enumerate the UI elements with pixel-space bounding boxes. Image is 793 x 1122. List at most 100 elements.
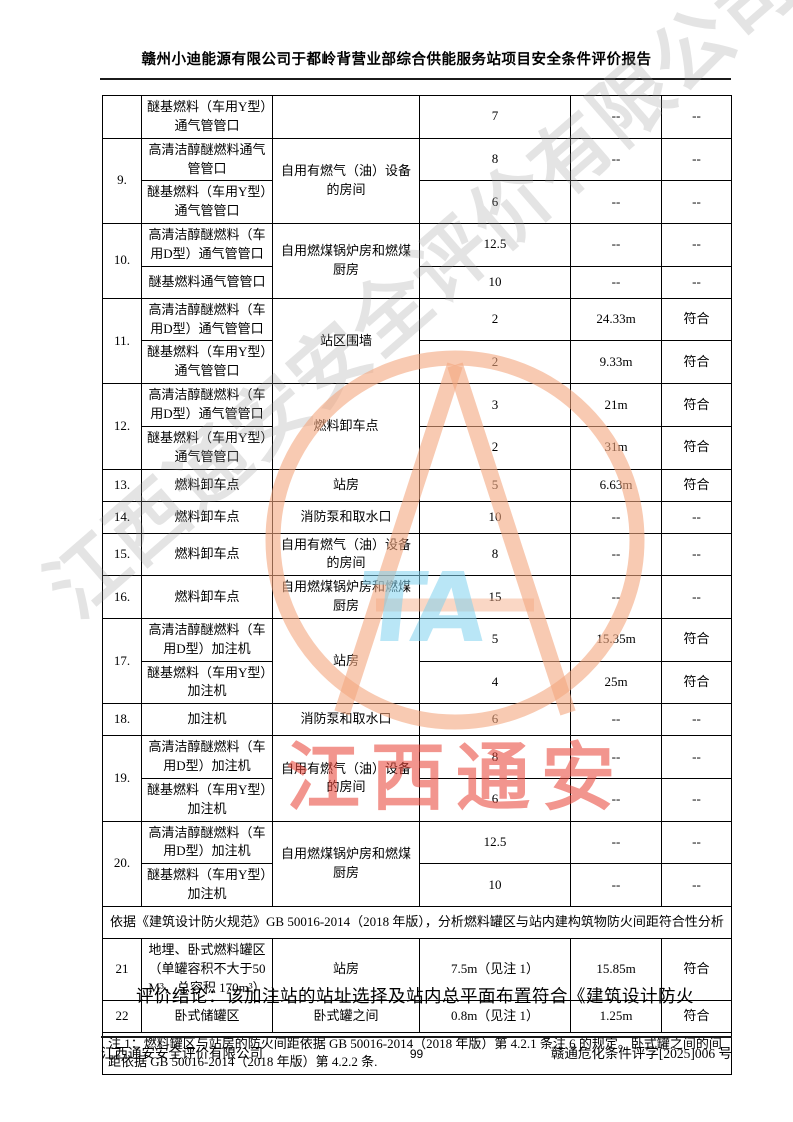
table-cell: 醚基燃料（车用Y型）通气管管口 [141,180,273,225]
table-cell: -- [570,95,662,139]
table-cell: 自用燃煤锅炉房和燃煤厨房 [272,223,420,299]
table-cell: 燃料卸车点 [141,532,273,577]
table-cell: -- [661,500,732,534]
table-cell: 依据《建筑设计防火规范》GB 50016-2014（2018 年版），分析燃料罐… [102,906,732,939]
table-cell: 8 [419,735,571,779]
table-row: 13. 燃料卸车点 站房 5 6.63m 符合 [102,468,732,502]
table-cell: -- [661,703,732,737]
table-cell: 醚基燃料（车用Y型）加注机 [141,863,273,907]
table-cell: -- [661,532,732,577]
table-cell: 高清洁醇醚燃料（车用D型）加注机 [141,617,273,662]
table-cell: 符合 [661,999,732,1033]
table-cell: 8 [419,137,571,182]
table-cell: -- [661,735,732,779]
table-cell: 20. [102,820,142,908]
table-cell: 醚基燃料（车用Y型）加注机 [141,660,273,705]
table-body: 醚基燃料（车用Y型）通气管管口 7 -- -- 9. 高清洁醇醚燃料通气管管口 自用有燃气（… [102,95,732,1076]
table-cell: 6 [419,180,571,225]
table-cell: 自用有燃气（油）设备的房间 [272,137,420,225]
table-cell: -- [570,777,662,822]
table-cell: 25m [570,660,662,705]
table-cell: 高清洁醇醚燃料（车用D型）通气管管口 [141,383,273,427]
table-cell: 15 [419,575,571,619]
table-cell: 高清洁醇醚燃料通气管管口 [141,137,273,182]
table-row: 11. 高清洁醇醚燃料（车用D型）通气管管口 站区围墙 2 24.33m 符合 [102,297,732,385]
table-row: 17. 高清洁醇醚燃料（车用D型）加注机 站房 5 15.35m 符合 [102,617,732,705]
table-row: 依据《建筑设计防火规范》GB 50016-2014（2018 年版），分析燃料罐… [102,906,732,939]
table-cell: 自用燃煤锅炉房和燃煤厨房 [272,575,420,619]
footer-company: 江西通安安全评价有限公司 [101,1046,263,1061]
table-cell: -- [570,703,662,737]
table-cell: 15.85m [570,938,662,1001]
header-rule [100,78,731,80]
table-cell: 消防泵和取水口 [272,500,420,534]
table-cell: -- [570,180,662,225]
table-cell: 18. [102,703,142,737]
table-row: 16. 燃料卸车点 自用燃煤锅炉房和燃煤厨房 15 -- -- [102,575,732,619]
table-cell: -- [570,500,662,534]
table-row: 14. 燃料卸车点 消防泵和取水口 10 -- -- [102,500,732,534]
table-cell: 燃料卸车点 [141,575,273,619]
table-cell: -- [661,863,732,907]
table-row: 22 卧式储罐区 卧式罐之间 0.8m（见注 1） 1.25m 符合 [102,999,732,1033]
table-cell: 14. [102,500,142,534]
table-cell: 自用有燃气（油）设备的房间 [272,532,420,577]
table-cell: 自用燃煤锅炉房和燃煤厨房 [272,820,420,908]
table-cell: 站房 [272,468,420,502]
table-cell: 高清洁醇醚燃料（车用D型）加注机 [141,735,273,779]
table-cell: 6 [419,777,571,822]
table-cell: 自用有燃气（油）设备的房间 [272,735,420,822]
table-cell [102,95,142,139]
table-cell: 12.5 [419,820,571,865]
table-cell: 2 [419,297,571,342]
table-cell: 10. [102,223,142,299]
table-row: 醚基燃料通气管管口 10 -- -- [103,265,732,299]
table-cell: 16. [102,575,142,619]
table-cell: 17. [102,617,142,705]
table-cell: 5 [419,617,571,662]
table-row: 醚基燃料（车用Y型）通气管管口 7 -- -- [102,95,732,139]
table-cell: 7 [419,95,571,139]
table-cell: 15. [102,532,142,577]
table-cell: 6 [419,703,571,737]
table-cell: 10 [419,863,571,907]
table-cell: 高清洁醇醚燃料（车用D型）加注机 [141,820,273,865]
table-cell: 9. [102,137,142,225]
table-cell: 11. [102,297,142,385]
table-cell: 高清洁醇醚燃料（车用D型）通气管管口 [141,297,273,342]
table-cell: 5 [419,468,571,502]
table-cell: 13. [102,468,142,502]
table-cell: -- [661,777,732,822]
table-cell: 19. [102,735,142,822]
fire-distance-table: 醚基燃料（车用Y型）通气管管口 7 -- -- 9. 高清洁醇醚燃料通气管管口 自用有燃气（… [102,95,732,1076]
table-cell: -- [570,265,662,299]
table-row: 10. 高清洁醇醚燃料（车用D型）通气管管口 自用燃煤锅炉房和燃煤厨房 12.5 -- -… [102,223,732,299]
table-row: 12. 高清洁醇醚燃料（车用D型）通气管管口 燃料卸车点 3 21m 符合 [102,383,732,470]
page-title: 赣州小迪能源有限公司于都岭背营业部综合供能服务站项目安全条件评价报告 [141,52,652,68]
table-cell: 符合 [661,383,732,427]
table-row: 9. 高清洁醇醚燃料通气管管口 自用有燃气（油）设备的房间 8 -- -- [102,137,732,225]
table-cell: 注 1：燃料罐区与站房的防火间距依据 GB 50016-2014（2018 年版… [102,1031,732,1076]
table-cell: 符合 [661,617,732,662]
table-cell: 10 [419,500,571,534]
evaluation-conclusion-text: 评价结论：该加注站的站址选择及站内总平面布置符合《建筑设计防火 [136,986,694,1006]
table-cell: -- [570,863,662,907]
table-row: 19. 高清洁醇醚燃料（车用D型）加注机 自用有燃气（油）设备的房间 8 -- -- [102,735,732,822]
table-row: 21 地埋、卧式燃料罐区（单罐容积不大于50M³，总容积 170m³） 站房 7.5m… [102,938,732,1001]
table-cell: 燃料卸车点 [141,500,273,534]
table-row: 注 1：燃料罐区与站房的防火间距依据 GB 50016-2014（2018 年版… [102,1031,732,1076]
table-cell: 高清洁醇醚燃料（车用D型）通气管管口 [141,223,273,267]
table-cell: 卧式储罐区 [141,999,273,1033]
table-row: 醚基燃料（车用Y型）加注机 6 -- -- [103,777,732,822]
table-cell: 12.5 [419,223,571,267]
table-cell: -- [570,137,662,182]
table-cell: 3 [419,383,571,427]
table-cell: 符合 [661,425,732,470]
table-cell: 7.5m（见注 1） [419,938,571,1001]
table-cell: 符合 [661,660,732,705]
table-cell: 站区围墙 [272,297,420,385]
table-cell: 15.35m [570,617,662,662]
table-cell: -- [661,180,732,225]
table-cell: -- [570,532,662,577]
